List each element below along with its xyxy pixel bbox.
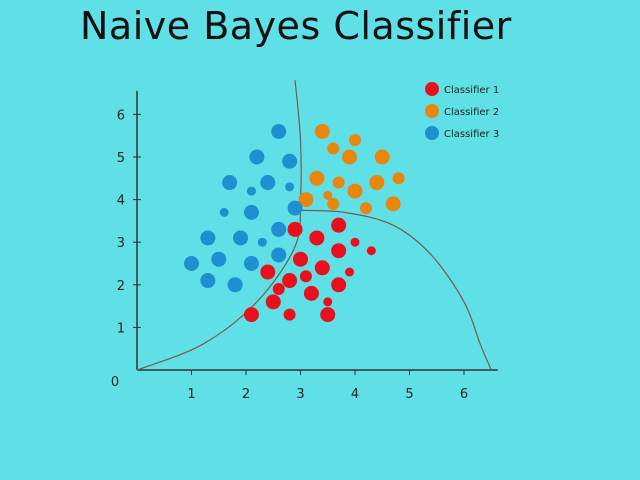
data-point-3 <box>219 207 229 217</box>
data-point-1 <box>314 260 330 276</box>
data-point-3 <box>260 175 276 191</box>
data-point-2 <box>369 175 385 191</box>
data-point-1 <box>323 297 333 307</box>
data-point-2 <box>332 176 345 189</box>
data-point-1 <box>303 285 319 301</box>
y-tick-label: 2 <box>117 279 125 294</box>
data-point-1 <box>350 237 360 247</box>
y-tick-label: 5 <box>117 151 125 166</box>
x-tick-label: 5 <box>405 387 413 402</box>
data-point-3 <box>211 251 227 267</box>
data-point-2 <box>392 172 405 185</box>
data-point-2 <box>347 183 363 199</box>
y-tick-label: 3 <box>117 236 125 251</box>
legend-marker-2 <box>425 104 439 118</box>
data-point-1 <box>331 217 347 233</box>
y-tick-label: 1 <box>117 321 125 336</box>
data-point-2 <box>323 190 333 200</box>
data-point-2 <box>327 142 340 155</box>
data-point-3 <box>271 247 287 263</box>
legend-label-3: Classifier 3 <box>444 129 499 140</box>
y-tick-label: 4 <box>117 194 125 209</box>
data-point-1 <box>265 294 281 310</box>
data-point-2 <box>309 170 325 186</box>
data-point-3 <box>287 200 303 216</box>
data-point-1 <box>272 283 285 296</box>
x-tick-label: 6 <box>460 387 468 402</box>
data-point-2 <box>349 133 361 146</box>
data-point-3 <box>246 186 256 196</box>
data-point-2 <box>298 192 314 208</box>
data-point-3 <box>271 123 287 139</box>
data-point-3 <box>271 221 287 237</box>
data-point-3 <box>184 256 199 271</box>
legend-label-1: Classifier 1 <box>444 85 499 96</box>
data-point-1 <box>320 307 336 323</box>
data-point-2 <box>374 149 390 165</box>
data-point-2 <box>359 202 372 215</box>
data-point-1 <box>283 308 296 321</box>
data-point-2 <box>327 197 340 210</box>
x-tick-label: 4 <box>351 387 359 402</box>
data-point-3 <box>243 204 259 220</box>
data-point-3 <box>222 175 238 191</box>
data-point-3 <box>282 153 298 169</box>
data-point-1 <box>299 270 312 283</box>
data-point-1 <box>282 273 298 289</box>
data-point-1 <box>331 277 347 293</box>
data-point-3 <box>200 230 216 246</box>
legend-label-2: Classifier 2 <box>444 107 499 118</box>
decision-boundary-1-2 <box>295 209 492 371</box>
data-point-3 <box>249 149 265 165</box>
data-point-2 <box>385 196 401 212</box>
data-point-1 <box>345 267 355 277</box>
data-point-3 <box>200 273 216 289</box>
data-point-3 <box>243 256 259 271</box>
x-tick-label: 1 <box>187 387 195 402</box>
x-tick-label: 2 <box>242 387 250 402</box>
data-point-1 <box>331 243 347 259</box>
legend-marker-1 <box>425 82 439 96</box>
data-point-1 <box>287 221 303 237</box>
data-point-2 <box>314 123 330 139</box>
data-point-3 <box>257 237 267 247</box>
data-point-3 <box>285 182 295 192</box>
y-tick-label: 6 <box>117 108 125 123</box>
data-point-1 <box>293 251 308 267</box>
origin-label: 0 <box>111 375 119 390</box>
chart-title: Naive Bayes Classifier <box>80 4 512 48</box>
data-point-2 <box>342 149 358 165</box>
data-point-1 <box>260 264 276 280</box>
data-point-1 <box>243 307 259 323</box>
data-point-3 <box>227 277 243 293</box>
data-point-1 <box>309 230 325 246</box>
legend-marker-3 <box>425 126 439 140</box>
data-point-1 <box>366 246 376 256</box>
data-point-3 <box>233 230 249 246</box>
x-tick-label: 3 <box>296 387 304 402</box>
decision-boundary-1-3 <box>136 80 302 371</box>
